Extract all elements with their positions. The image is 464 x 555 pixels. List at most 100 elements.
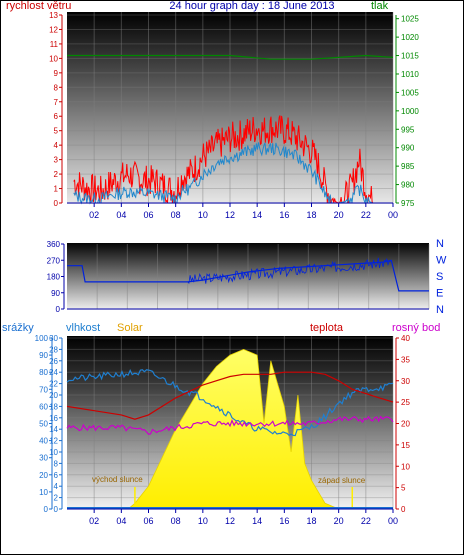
y-tick-label: 8 (54, 83, 59, 92)
y-tick-label: 20 (49, 391, 58, 400)
y-tick-label: 90 (39, 351, 48, 360)
compass-label: W (436, 255, 447, 267)
x-tick-label: 02 (89, 516, 99, 526)
y-tick-label: 5 (401, 484, 406, 493)
y-tick-label: 5 (54, 127, 59, 136)
y-tick-label: 180 (47, 273, 61, 282)
y-tick-label: 1 (54, 185, 59, 194)
y-tick-label: 7 (54, 98, 59, 107)
x-tick-label: 16 (279, 516, 289, 526)
x-tick-label: 00 (388, 210, 398, 220)
y-tick-label: 12 (49, 25, 58, 34)
humidity-series (66, 368, 394, 437)
y-tick-label: 0 (401, 505, 406, 514)
x-tick-label: 14 (252, 516, 262, 526)
solar-label: Solar (117, 322, 143, 334)
y-tick-label: 1025 (401, 15, 419, 24)
y-tick-label: 1005 (401, 88, 419, 97)
x-tick-label: 22 (361, 210, 371, 220)
y-tick-label: 2 (54, 494, 59, 503)
y-tick-label: 30 (49, 334, 58, 343)
y-tick-label: 0 (54, 505, 59, 514)
x-tick-label: 14 (252, 210, 262, 220)
y-tick-label: 2 (54, 170, 59, 179)
y-tick-label: 1015 (401, 52, 419, 61)
y-tick-label: 15 (401, 441, 410, 450)
chart2-plot-area (67, 243, 429, 310)
x-tick-label: 06 (143, 516, 153, 526)
y-tick-label: 22 (49, 380, 58, 389)
y-tick-label: 995 (401, 125, 415, 134)
y-tick-label: 0 (56, 305, 61, 314)
rain-label: srážky (2, 322, 34, 334)
y-tick-label: 30 (401, 377, 410, 386)
y-tick-label: 4 (54, 482, 59, 491)
y-tick-label: 14 (49, 425, 58, 434)
y-tick-label: 28 (49, 345, 58, 354)
axes-layer: 02 04 06 08 10 12 14 16 18 20 22 000123456789101112… (35, 11, 447, 526)
y-tick-label: 10 (49, 54, 58, 63)
y-tick-label: 16 (49, 414, 58, 423)
y-tick-label: 6 (54, 112, 59, 121)
x-tick-label: 08 (171, 210, 181, 220)
x-tick-label: 22 (361, 516, 371, 526)
y-tick-label: 11 (50, 40, 59, 49)
x-tick-label: 08 (171, 516, 181, 526)
temperature-label: teplota (310, 322, 344, 334)
y-tick-label: 100 (35, 334, 49, 343)
y-tick-label: 0 (54, 199, 59, 208)
y-tick-label: 975 (401, 199, 415, 208)
y-tick-label: 12 (49, 437, 58, 446)
compass-label: N (436, 304, 444, 316)
y-tick-label: 1010 (401, 70, 419, 79)
wind-speed-label: rychlost větru (6, 0, 71, 12)
y-tick-label: 40 (39, 437, 48, 446)
temperature-series (66, 371, 394, 420)
pressure-label: tlak (371, 0, 389, 12)
x-tick-label: 12 (225, 516, 235, 526)
y-tick-label: 26 (49, 357, 58, 366)
y-tick-label: 20 (39, 471, 48, 480)
pressure-series (67, 54, 394, 60)
x-tick-label: 00 (388, 516, 398, 526)
compass-label: S (436, 271, 443, 283)
y-tick-label: 13 (49, 11, 58, 20)
y-tick-label: 4 (54, 141, 59, 150)
compass-label: N (436, 238, 444, 250)
sunrise-label: východ slunce (92, 475, 143, 484)
y-tick-label: 985 (401, 162, 415, 171)
x-tick-label: 18 (306, 210, 316, 220)
y-tick-label: 70 (39, 385, 48, 394)
y-tick-label: 0 (44, 505, 49, 514)
x-tick-label: 18 (306, 516, 316, 526)
y-tick-label: 6 (54, 471, 59, 480)
y-tick-label: 10 (39, 488, 48, 497)
y-tick-label: 270 (47, 256, 61, 265)
y-tick-label: 10 (49, 448, 58, 457)
sunset-label: západ slunce (318, 476, 366, 485)
x-tick-label: 10 (198, 516, 208, 526)
y-tick-label: 8 (54, 459, 59, 468)
x-tick-label: 12 (225, 210, 235, 220)
y-tick-label: 35 (401, 355, 410, 364)
y-tick-label: 25 (401, 398, 410, 407)
x-tick-label: 02 (89, 210, 99, 220)
y-tick-label: 20 (401, 420, 410, 429)
chart-title: 24 hour graph day : 18 June 2013 (169, 0, 334, 12)
dewpoint-series (66, 415, 394, 435)
y-tick-label: 1000 (401, 107, 419, 116)
y-tick-label: 40 (401, 334, 410, 343)
x-tick-label: 10 (198, 210, 208, 220)
y-tick-label: 50 (39, 420, 48, 429)
y-tick-label: 9 (54, 69, 59, 78)
wind-direction-scatter (187, 257, 391, 284)
x-tick-label: 20 (334, 516, 344, 526)
x-tick-label: 20 (334, 210, 344, 220)
y-tick-label: 10 (401, 462, 410, 471)
y-tick-label: 60 (39, 402, 48, 411)
y-tick-label: 1020 (401, 33, 419, 42)
humidity-label: vlhkost (66, 322, 100, 334)
data-layer (66, 54, 429, 510)
y-tick-label: 990 (401, 144, 415, 153)
